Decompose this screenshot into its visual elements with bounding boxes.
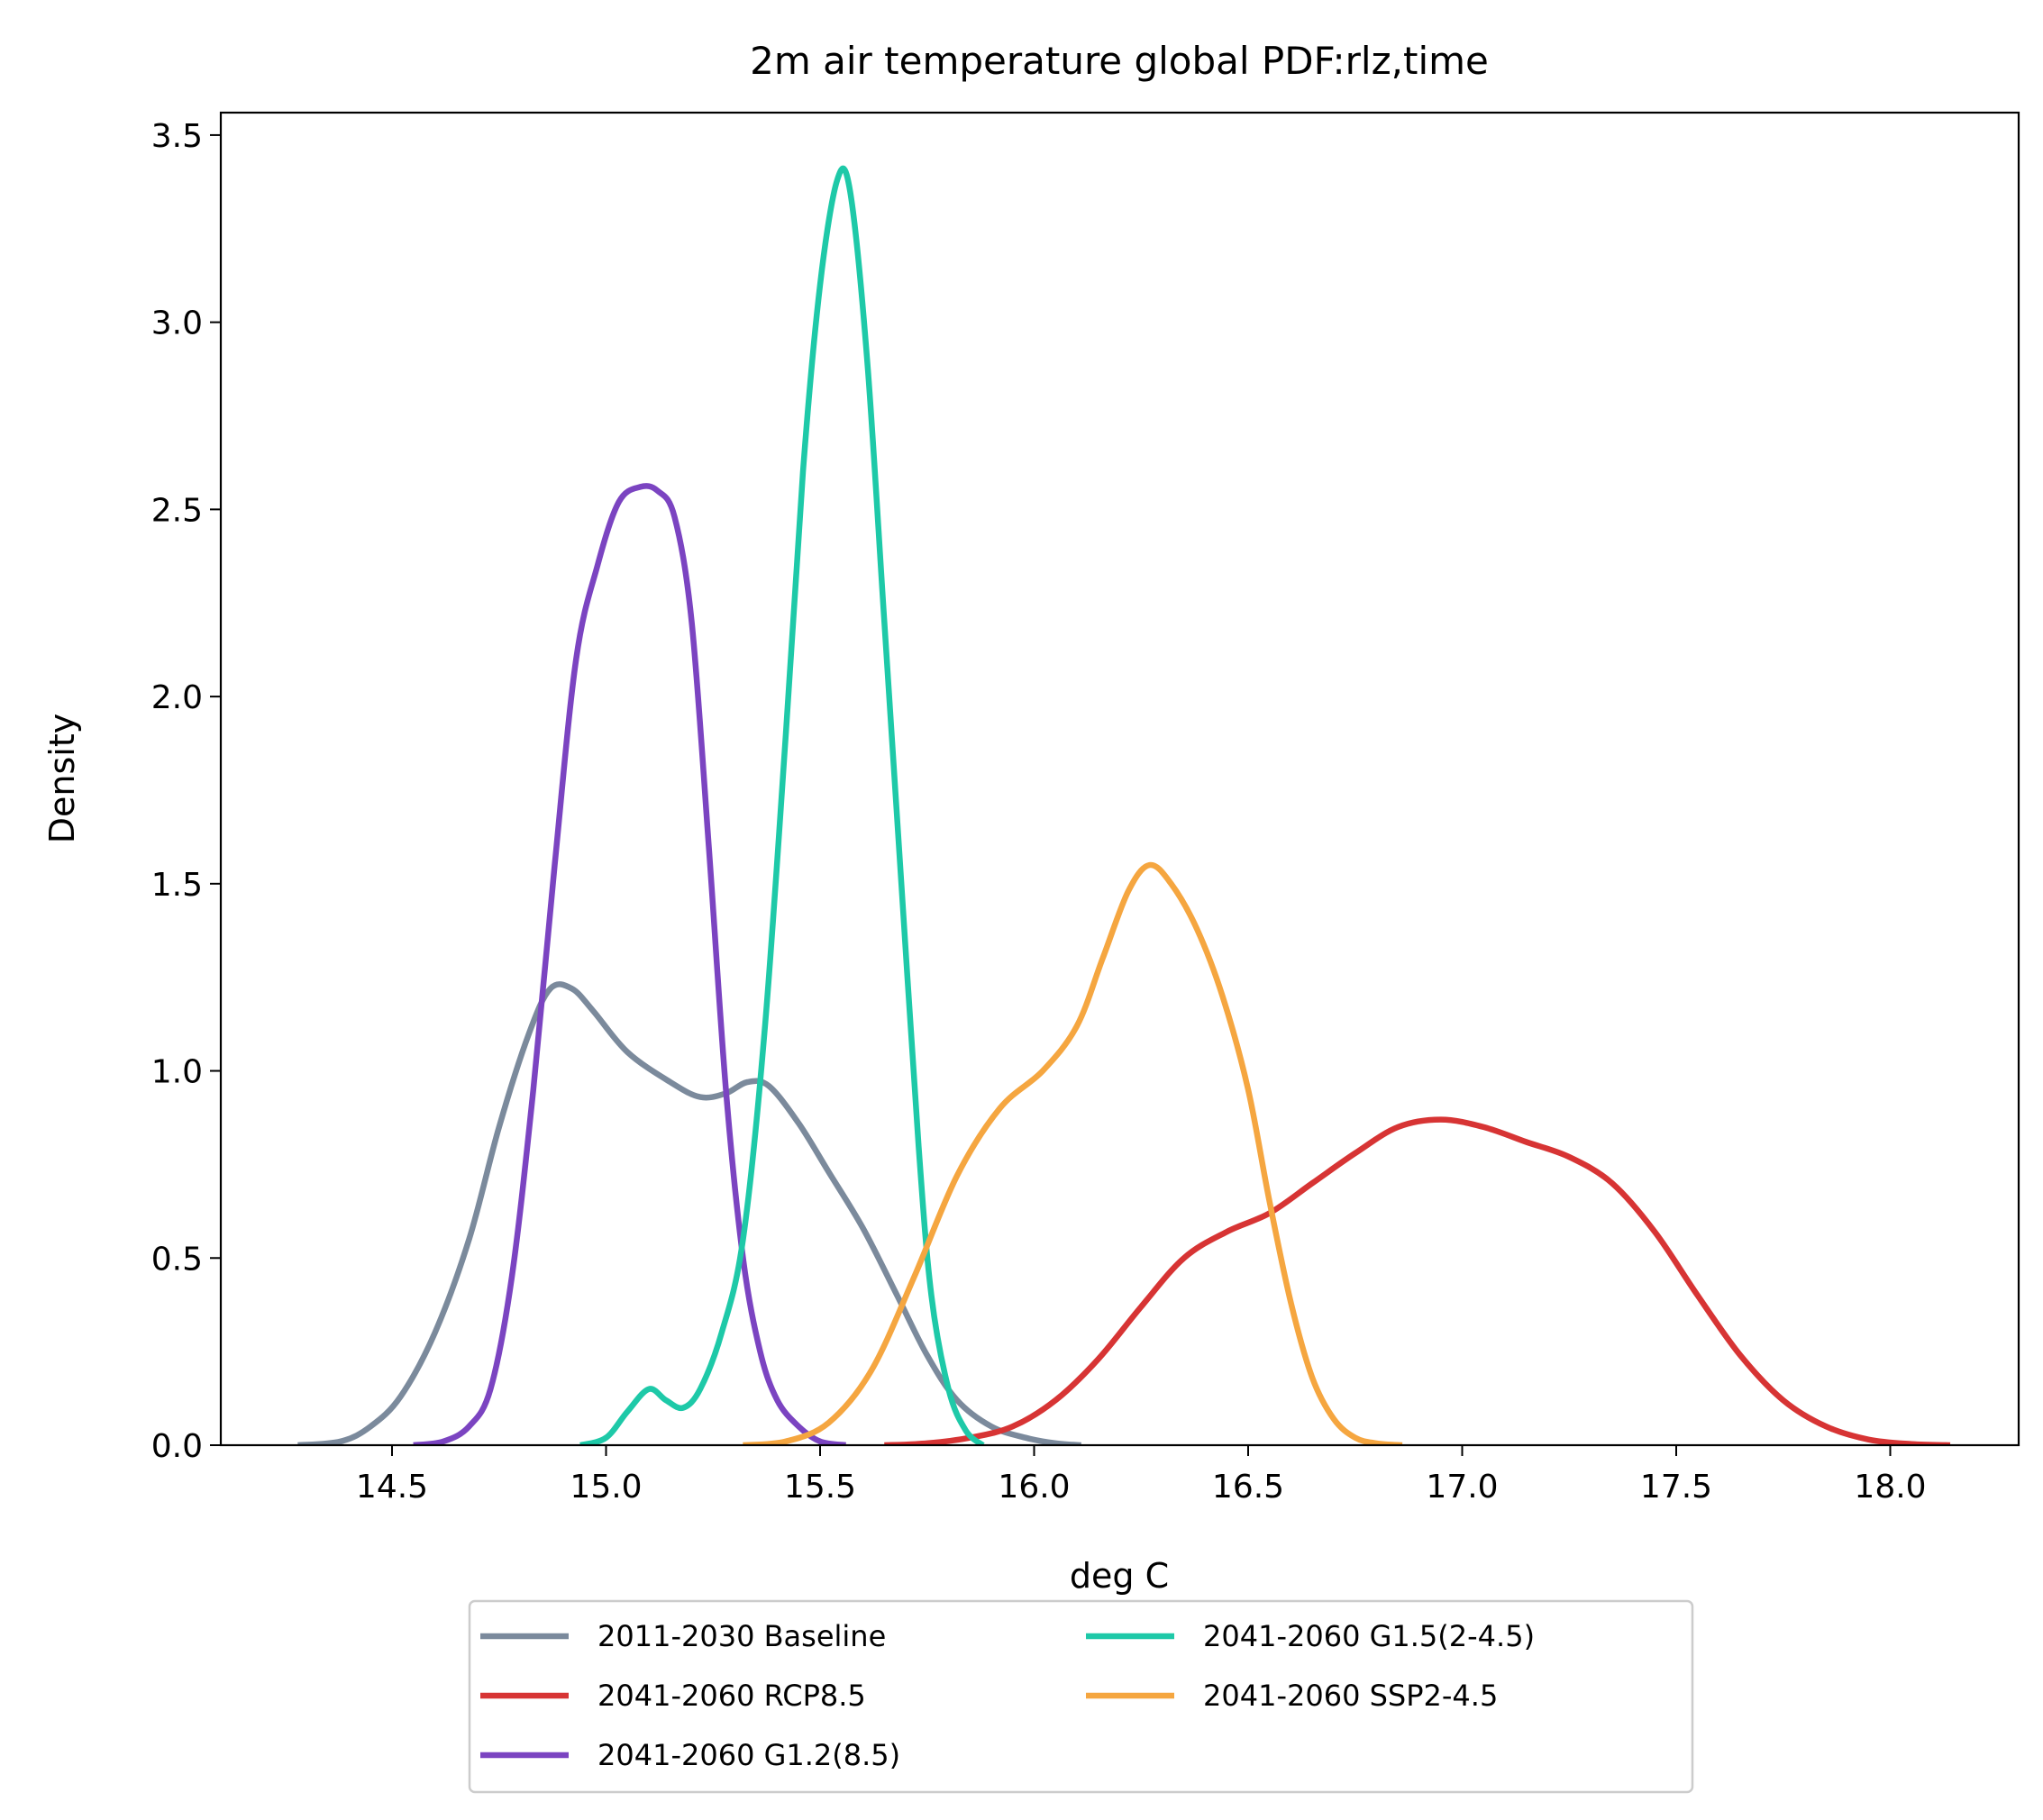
y-tick-label: 0.5 (151, 1241, 203, 1278)
x-tick-label: 15.5 (784, 1469, 856, 1506)
x-tick-label: 18.0 (1854, 1469, 1926, 1506)
x-axis-label: deg C (1070, 1556, 1169, 1596)
series-layer (297, 165, 1951, 1445)
legend-entry-label: 2041-2060 G1.2(8.5) (597, 1738, 900, 1772)
y-tick-label: 2.0 (151, 679, 203, 716)
plot-frame (219, 111, 2020, 1447)
series-line-4 (579, 165, 985, 1445)
x-tick-label: 17.0 (1426, 1469, 1498, 1506)
x-tick-label: 14.5 (356, 1469, 428, 1506)
series-line-3 (413, 483, 846, 1445)
y-tick-label: 2.5 (151, 492, 203, 529)
x-tick-label: 16.0 (998, 1469, 1070, 1506)
y-tick-label: 1.5 (151, 867, 203, 904)
y-tick-label: 1.0 (151, 1054, 203, 1091)
y-tick-label: 3.0 (151, 305, 203, 342)
legend-frame (468, 1599, 1694, 1794)
x-tick-label: 17.5 (1640, 1469, 1712, 1506)
x-tick-label: 15.0 (570, 1469, 642, 1506)
series-line-2 (884, 1116, 1951, 1445)
legend-entry-label: 2041-2060 SSP2-4.5 (1203, 1679, 1498, 1713)
legend-entry-label: 2011-2030 Baseline (597, 1619, 886, 1653)
legend-entry-label: 2041-2060 G1.5(2-4.5) (1203, 1619, 1535, 1653)
chart-title: 2m air temperature global PDF:rlz,time (750, 39, 1489, 83)
legend-entry-label: 2041-2060 RCP8.5 (597, 1679, 866, 1713)
y-tick-label: 0.0 (151, 1428, 203, 1465)
y-tick-label: 3.5 (151, 118, 203, 155)
legend: 2011-2030 Baseline 2041-2060 RCP8.5 2041-2… (468, 1599, 1694, 1794)
series-line-5 (743, 861, 1403, 1445)
x-tick-label: 16.5 (1212, 1469, 1284, 1506)
y-axis-label: Density (42, 714, 82, 843)
x-axis: 14.5 15.0 15.5 16.0 16.5 17.0 17.5 18.0 (356, 1445, 1927, 1506)
y-axis: 0.0 0.5 1.0 1.5 2.0 2.5 3.0 3.5 (151, 118, 221, 1465)
series-line-1 (297, 981, 1081, 1445)
